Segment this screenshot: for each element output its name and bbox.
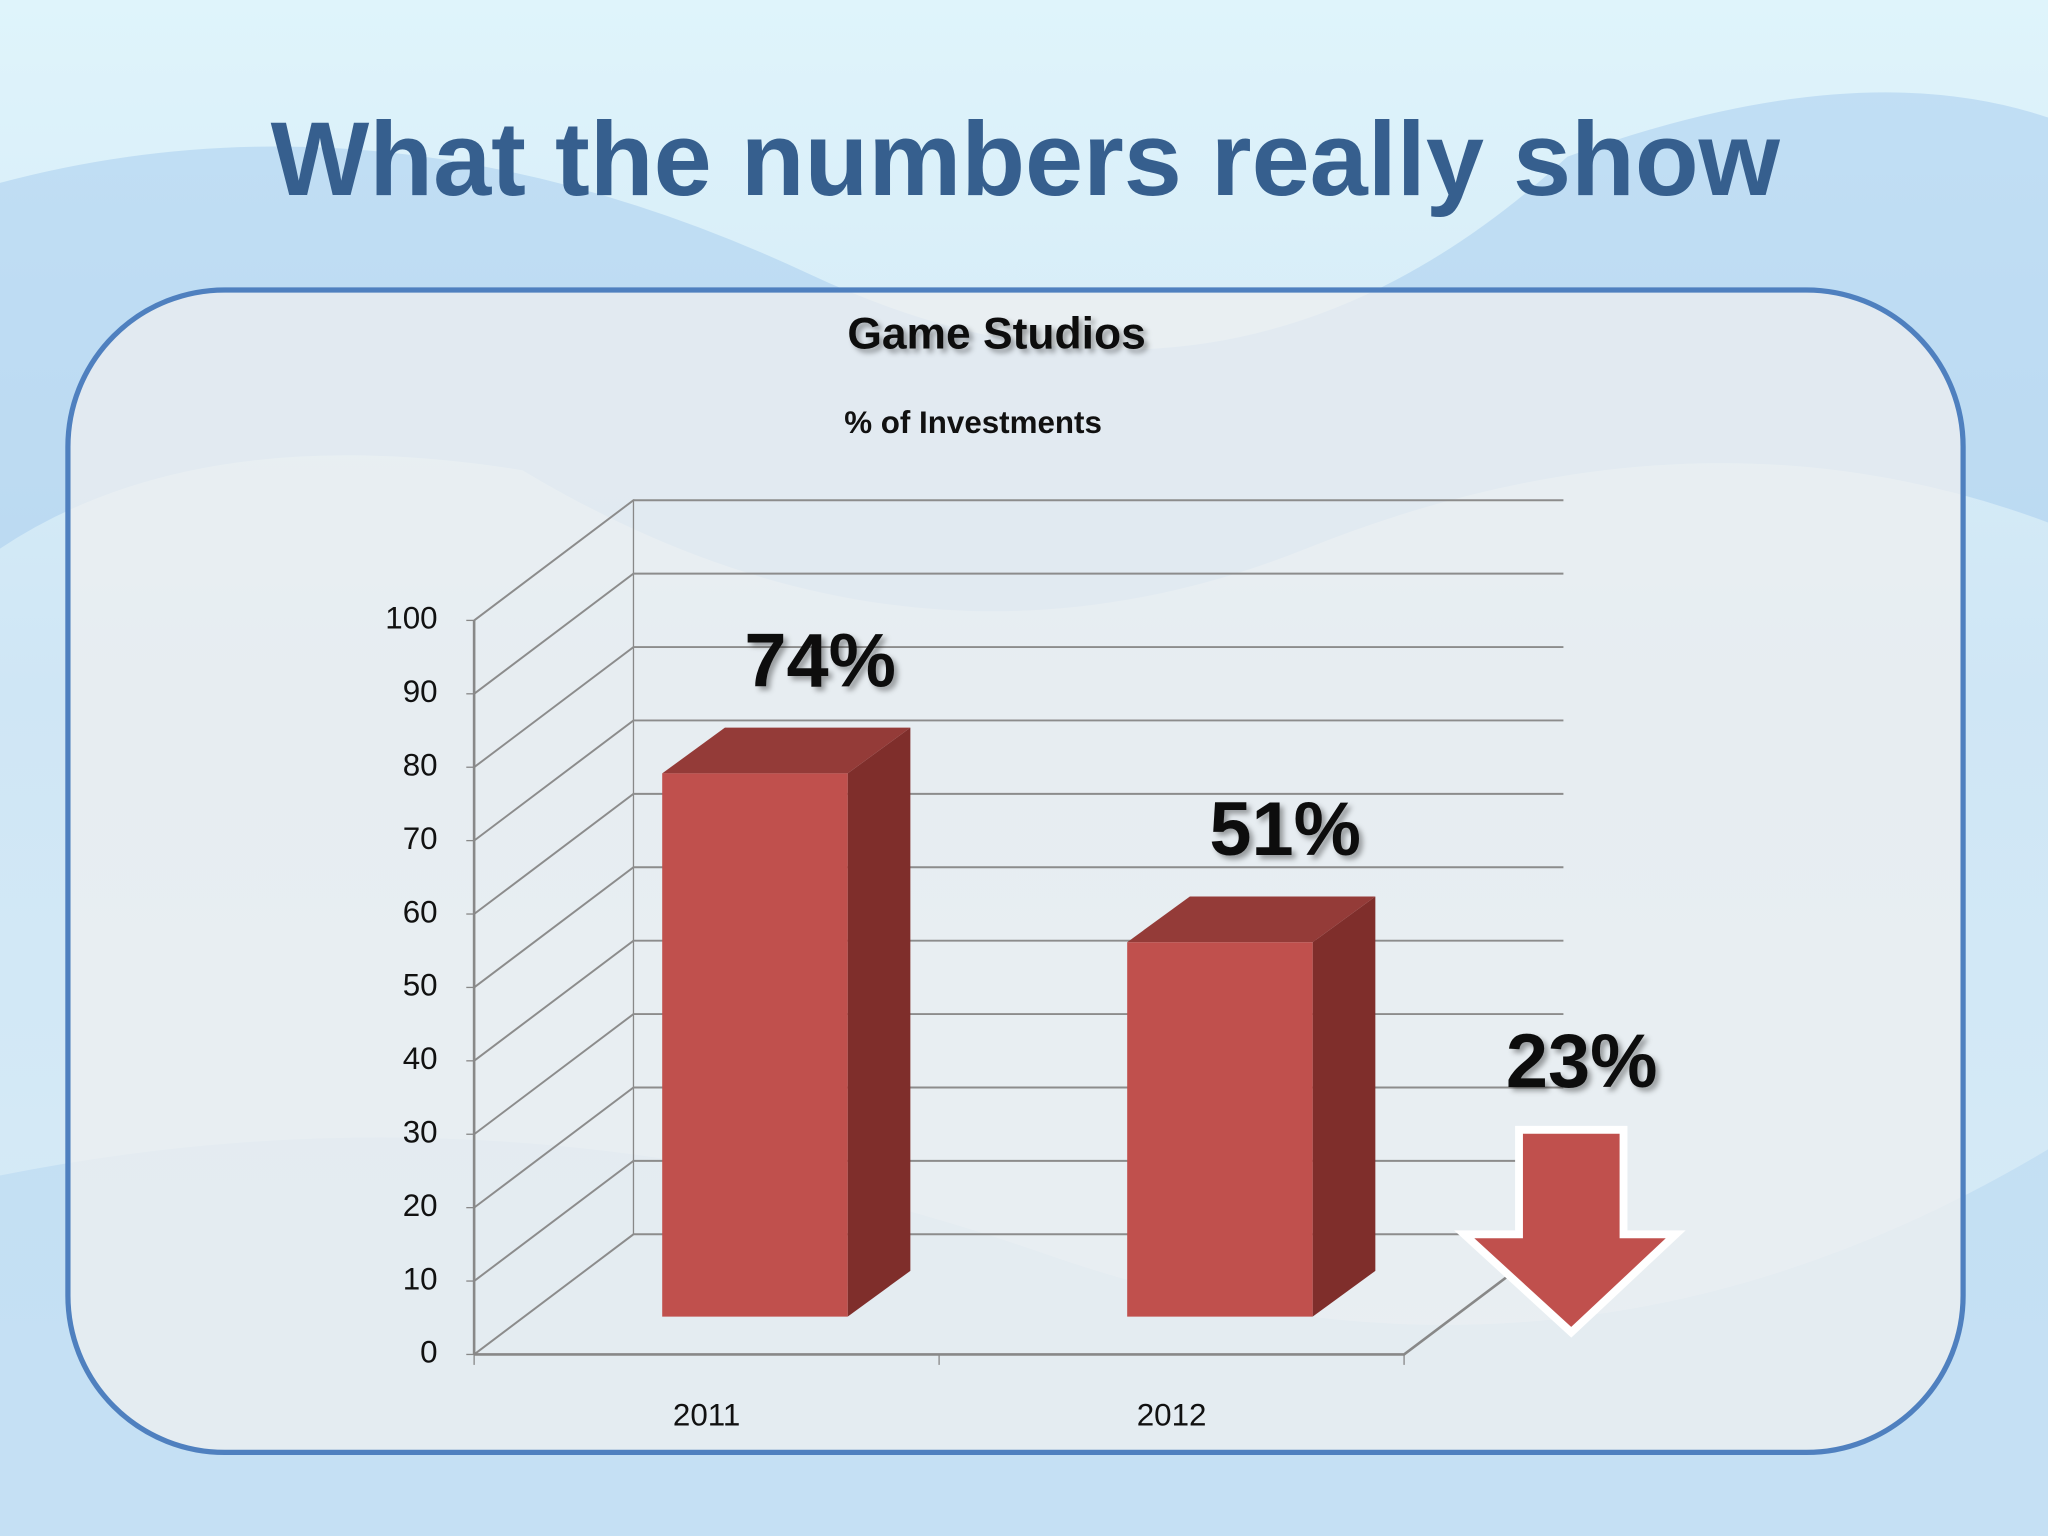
y-tick-label: 90 [403,674,438,709]
slide-title: What the numbers really show [271,101,1781,218]
bar-front [662,773,848,1317]
y-tick-label: 0 [420,1335,437,1370]
grid-line [473,866,1564,989]
grid-line [473,646,1564,768]
chart-title: Game Studios [847,310,1145,359]
bar-front [1127,942,1313,1317]
plot: 0 10 20 30 40 50 60 70 80 90 100 2011 74% 2012 51% 23% [385,498,1686,1432]
annotation: 23% [1506,1019,1658,1104]
y-tick-label: 50 [403,968,438,1003]
y-tick-label: 10 [403,1261,438,1296]
bar [1127,896,1376,1317]
x-tick-label: 2011 [673,1397,740,1432]
chart-subtitle: % of Investments [844,405,1102,440]
grid-line [473,499,1564,622]
chart-panel [65,287,1966,1456]
bar-side [847,727,911,1317]
bar-side [1312,896,1376,1317]
y-tick-label: 80 [403,747,438,782]
grid-line [473,792,1564,915]
bar-top [662,727,911,774]
down-arrow [1454,1125,1686,1338]
grid-line [473,572,1564,695]
value-label: 74% [744,618,896,703]
y-tick-label: 70 [403,821,438,856]
bar [662,727,911,1317]
bar-top [1127,896,1376,943]
y-tick-label: 40 [403,1041,438,1076]
y-tick-label: 20 [403,1188,438,1223]
grid-line [473,719,1564,842]
y-tick-label: 60 [403,894,438,929]
y-tick-label: 100 [385,601,437,636]
x-tick-label: 2012 [1137,1397,1207,1432]
value-label: 51% [1209,787,1361,872]
y-tick-label: 30 [403,1115,438,1150]
